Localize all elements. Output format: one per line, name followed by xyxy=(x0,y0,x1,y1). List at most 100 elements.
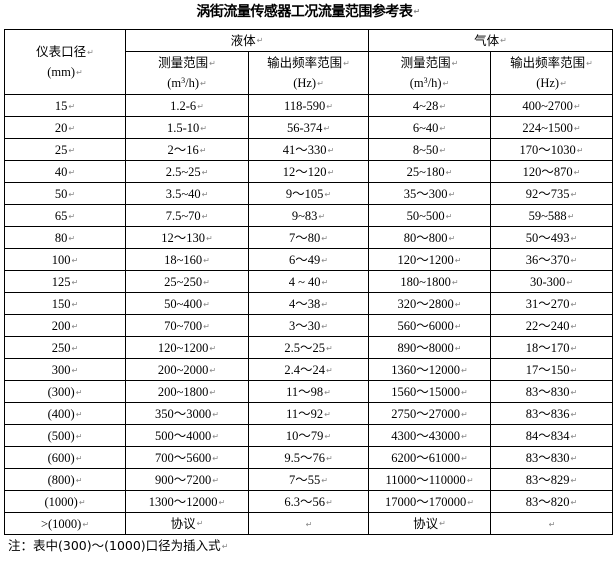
gas-measure-range-cell: 2750～27000 xyxy=(368,402,491,425)
diameter-cell: 150 xyxy=(4,292,126,315)
diameter-unit: (mm) xyxy=(6,62,125,82)
gas-measure-range-cell: 4~28 xyxy=(368,94,491,117)
gas-freq-range-cell: 83～830 xyxy=(490,446,613,469)
flow-unit: (m3/h) xyxy=(370,73,490,93)
diameter-cell: 15 xyxy=(4,94,126,117)
gas-freq-range-cell: 84～834 xyxy=(490,424,613,447)
gas-freq-range-cell: 224~1500 xyxy=(490,116,613,139)
document-title: 涡街流量传感器工况流量范围参考表 xyxy=(4,3,612,21)
table-row: (400)350～300011～922750～2700083～836 xyxy=(4,402,613,425)
liquid-measure-range-cell: 120~1200 xyxy=(125,336,249,359)
table-row: 201.5-1056-3746~40224~1500 xyxy=(4,116,613,139)
gas-measure-range-cell: 35～300 xyxy=(368,182,491,205)
gas-measure-range-cell: 4300～43000 xyxy=(368,424,491,447)
liquid-freq-range-cell: 6.3～56 xyxy=(248,490,369,513)
gas-measure-range-cell: 协议 xyxy=(368,512,491,535)
freq-range-label: 输出频率范围 xyxy=(250,53,368,73)
gas-measure-range-cell: 890～8000 xyxy=(368,336,491,359)
diameter-cell: (300) xyxy=(4,380,126,403)
liquid-freq-range-cell: 4 ~ 40 xyxy=(248,270,369,293)
liquid-freq-range-cell: 2.4～24 xyxy=(248,358,369,381)
liquid-freq-range-cell: 12～120 xyxy=(248,160,369,183)
diameter-cell: 20 xyxy=(4,116,126,139)
table-row: (1000)1300～120006.3～5617000～17000083～820 xyxy=(4,490,613,513)
liquid-measure-range-cell: 70~700 xyxy=(125,314,249,337)
gas-measure-range-cell: 1360～12000 xyxy=(368,358,491,381)
gas-measure-range-cell: 8~50 xyxy=(368,138,491,161)
gas-freq-range-cell: 18～170 xyxy=(490,336,613,359)
gas-measure-range-cell: 25~180 xyxy=(368,160,491,183)
diameter-cell: (800) xyxy=(4,468,126,491)
gas-freq-range-cell: 59~588 xyxy=(490,204,613,227)
diameter-cell: 40 xyxy=(4,160,126,183)
freq-range-label: 输出频率范围 xyxy=(492,53,612,73)
liquid-freq-range-cell: 2.5～25 xyxy=(248,336,369,359)
diameter-header: 仪表口径 (mm) xyxy=(4,29,126,95)
table-note: 注：表中(300)～(1000)口径为插入式 xyxy=(8,537,612,555)
gas-measure-range-cell: 6200～61000 xyxy=(368,446,491,469)
header-row-2: 测量范围 (m3/h) 输出频率范围 (Hz) 测量范围 (m3/h) 输出频率… xyxy=(5,51,613,95)
gas-freq-range-cell: 31～270 xyxy=(490,292,613,315)
gas-freq-range-cell: 36～370 xyxy=(490,248,613,271)
table-row: 252～1641～3308~50170～1030 xyxy=(4,138,613,161)
diameter-cell: >(1000) xyxy=(4,512,126,535)
diameter-cell: (600) xyxy=(4,446,126,469)
diameter-cell: (1000) xyxy=(4,490,126,513)
gas-freq-range-cell: 22～240 xyxy=(490,314,613,337)
table-row: (500)500～400010～794300～4300084～834 xyxy=(4,424,613,447)
liquid-freq-range-cell: 9～105 xyxy=(248,182,369,205)
diameter-cell: 25 xyxy=(4,138,126,161)
diameter-cell: 200 xyxy=(4,314,126,337)
liquid-freq-range-cell: 7～55 xyxy=(248,468,369,491)
gas-freq-range-cell: 170～1030 xyxy=(490,138,613,161)
gas-freq-range-cell: 17～150 xyxy=(490,358,613,381)
liquid-freq-range-cell: 3～30 xyxy=(248,314,369,337)
liquid-measure-range-cell: 1300～12000 xyxy=(125,490,249,513)
liquid-measure-range-cell: 25~250 xyxy=(125,270,249,293)
table-row: 8012～1307～8080～80050～493 xyxy=(4,226,613,249)
table-row: 10018~1606～49120～120036～370 xyxy=(4,248,613,271)
freq-unit: (Hz) xyxy=(250,73,368,93)
gas-measure-range-cell: 11000～110000 xyxy=(368,468,491,491)
liquid-measure-range-cell: 3.5~40 xyxy=(125,182,249,205)
liquid-measure-range-cell: 50~400 xyxy=(125,292,249,315)
liquid-measure-range-cell: 1.2-6 xyxy=(125,94,249,117)
gas-freq-range-cell: 400~2700 xyxy=(490,94,613,117)
liquid-measure-range-cell: 7.5~70 xyxy=(125,204,249,227)
liquid-measure-range-cell: 2.5~25 xyxy=(125,160,249,183)
diameter-cell: 300 xyxy=(4,358,126,381)
liquid-freq-range-header: 输出频率范围 (Hz) xyxy=(248,51,369,95)
liquid-freq-range-cell: 11～98 xyxy=(248,380,369,403)
freq-unit: (Hz) xyxy=(492,73,612,93)
gas-measure-range-cell: 120～1200 xyxy=(368,248,491,271)
gas-header: 气体 xyxy=(368,29,613,52)
liquid-freq-range-cell xyxy=(248,512,369,535)
gas-freq-range-cell: 92～735 xyxy=(490,182,613,205)
table-row: 151.2-6118-5904~28400~2700 xyxy=(4,94,613,117)
gas-measure-range-cell: 17000～170000 xyxy=(368,490,491,513)
table-row: >(1000)协议协议 xyxy=(4,512,613,535)
gas-measure-range-cell: 80～800 xyxy=(368,226,491,249)
liquid-measure-range-cell: 500～4000 xyxy=(125,424,249,447)
diameter-label: 仪表口径 xyxy=(6,42,125,62)
liquid-freq-range-cell: 9.5～76 xyxy=(248,446,369,469)
table-row: (600)700～56009.5～766200～6100083～830 xyxy=(4,446,613,469)
table-row: (800)900～72007～5511000～11000083～829 xyxy=(4,468,613,491)
liquid-measure-range-header: 测量范围 (m3/h) xyxy=(125,51,249,95)
liquid-measure-range-cell: 协议 xyxy=(125,512,249,535)
liquid-freq-range-cell: 7～80 xyxy=(248,226,369,249)
measure-range-label: 测量范围 xyxy=(127,53,248,73)
table-row: 402.5~2512～12025~180120～870 xyxy=(4,160,613,183)
gas-freq-range-header: 输出频率范围 (Hz) xyxy=(490,51,613,95)
table-row: (300)200~180011～981560～1500083～830 xyxy=(4,380,613,403)
gas-freq-range-cell: 83～830 xyxy=(490,380,613,403)
table-row: 657.5~709~8350~50059~588 xyxy=(4,204,613,227)
liquid-header: 液体 xyxy=(125,29,369,52)
gas-freq-range-cell: 83～820 xyxy=(490,490,613,513)
liquid-measure-range-cell: 12～130 xyxy=(125,226,249,249)
liquid-freq-range-cell: 6～49 xyxy=(248,248,369,271)
table-row: 300200~20002.4～241360～1200017～150 xyxy=(4,358,613,381)
liquid-measure-range-cell: 2～16 xyxy=(125,138,249,161)
gas-measure-range-cell: 320～2800 xyxy=(368,292,491,315)
